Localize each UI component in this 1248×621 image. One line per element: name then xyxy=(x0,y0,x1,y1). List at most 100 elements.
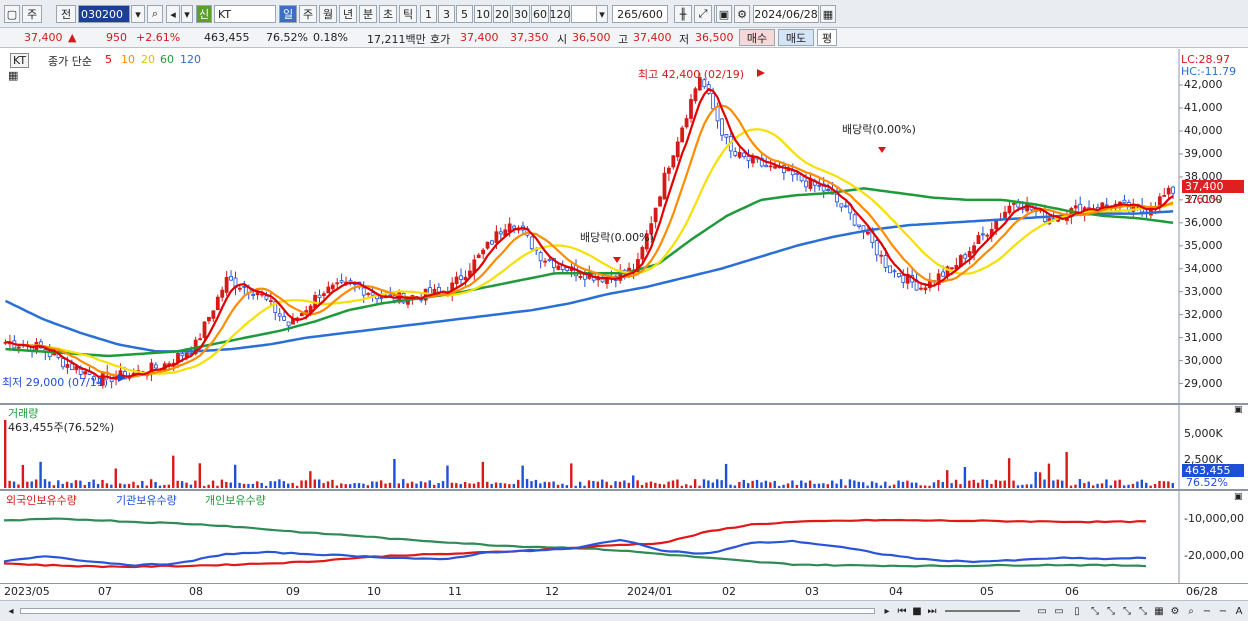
tab-tick[interactable]: 틱 xyxy=(399,5,417,23)
x-tick-label: 02 xyxy=(722,585,736,598)
legend-table-icon[interactable]: ▦ xyxy=(8,69,19,82)
layout-icon-2[interactable]: ▭ xyxy=(1054,605,1064,617)
dividend-annotation-1: 배당락(0.00%) xyxy=(842,123,916,136)
volume-bar xyxy=(1167,481,1170,488)
chart-type-icon[interactable]: ╫ xyxy=(674,5,692,23)
volume-panel-close-icon[interactable]: ▣ xyxy=(1234,405,1243,415)
interval-5[interactable]: 5 xyxy=(456,5,473,23)
speaker-icon[interactable]: ◂ xyxy=(166,5,180,23)
volume-bar xyxy=(291,482,294,488)
speaker-dropdown-icon[interactable]: ▾ xyxy=(181,5,193,23)
calendar-icon[interactable]: ▦ xyxy=(820,5,836,23)
volume-bar xyxy=(782,484,785,488)
interval-3[interactable]: 3 xyxy=(438,5,455,23)
trend-icon-4[interactable]: ⤡ xyxy=(1139,605,1147,617)
window-icon[interactable]: ▢ xyxy=(4,5,20,23)
period-select[interactable]: 주 xyxy=(22,5,42,23)
draw-tool-icon[interactable]: ⤢ xyxy=(694,5,712,23)
stop-icon[interactable]: ■ xyxy=(912,605,922,617)
ask-price: 37,400 xyxy=(460,31,499,44)
count-input[interactable]: 265/600 xyxy=(612,5,668,23)
search-icon[interactable]: ⌕ xyxy=(147,5,163,23)
candle-body xyxy=(582,274,587,280)
zoom-slider[interactable] xyxy=(945,610,1020,612)
gear-icon[interactable]: ⚙ xyxy=(734,5,750,23)
interval-20[interactable]: 20 xyxy=(493,5,511,23)
candle-body xyxy=(821,183,826,192)
volume-bar xyxy=(707,480,710,488)
volume-bar xyxy=(220,479,224,488)
volume-bar xyxy=(835,483,838,488)
panel-divider-1[interactable] xyxy=(0,403,1248,405)
legend-code[interactable]: KT xyxy=(10,53,30,68)
holding-panel-close-icon[interactable]: ▣ xyxy=(1234,492,1243,502)
interval-1[interactable]: 1 xyxy=(420,5,437,23)
volume-bar xyxy=(1149,485,1152,488)
volume-bar xyxy=(733,485,737,488)
date-input[interactable]: 2024/06/28 xyxy=(753,5,819,23)
volume-bar xyxy=(915,482,918,488)
trend-icon-1[interactable]: ⤡ xyxy=(1091,605,1099,617)
avg-button[interactable]: 평 xyxy=(817,29,837,46)
zoom-reset-icon[interactable]: − xyxy=(1218,605,1228,617)
tab-year[interactable]: 년 xyxy=(339,5,357,23)
volume-bar xyxy=(340,483,343,488)
volume-bar xyxy=(773,480,776,488)
candle-body xyxy=(65,364,70,368)
candle-body xyxy=(255,292,260,296)
layout-icon-1[interactable]: ▭ xyxy=(1037,605,1047,617)
zoom-out-icon[interactable]: − xyxy=(1202,605,1212,617)
scrollbar-track[interactable] xyxy=(20,608,875,614)
volume-bar xyxy=(450,482,454,488)
settings-icon[interactable]: ⚙ xyxy=(1170,605,1180,617)
turnover-rate: 0.18% xyxy=(313,31,348,44)
prev-button[interactable]: 전 xyxy=(56,5,76,23)
candle-body xyxy=(1122,199,1127,203)
buy-button[interactable]: 매수 xyxy=(739,29,775,46)
ma60-line xyxy=(5,187,1174,358)
volume-bar xyxy=(357,483,361,488)
save-icon[interactable]: ▣ xyxy=(716,5,732,23)
candle-body xyxy=(481,249,486,255)
tab-week[interactable]: 주 xyxy=(299,5,317,23)
ma120-line xyxy=(4,210,1174,353)
code-dropdown-icon[interactable]: ▾ xyxy=(131,5,145,23)
volume-bar xyxy=(517,479,520,488)
first-icon[interactable]: ⏮ xyxy=(897,605,907,617)
layout-icon-3[interactable]: ▯ xyxy=(1074,605,1080,617)
volume-bar xyxy=(149,479,153,488)
holding-chart[interactable] xyxy=(0,491,1248,583)
stock-code-input[interactable]: 030200 xyxy=(78,5,130,23)
tab-month[interactable]: 월 xyxy=(319,5,337,23)
volume-bar xyxy=(565,485,569,488)
price-tick: 42,000 xyxy=(1184,78,1223,92)
interval-60[interactable]: 60 xyxy=(531,5,549,23)
interval-120[interactable]: 120 xyxy=(550,5,571,23)
tab-day[interactable]: 일 xyxy=(279,5,297,23)
sell-button[interactable]: 매도 xyxy=(778,29,814,46)
interval-30[interactable]: 30 xyxy=(512,5,530,23)
tab-minute[interactable]: 분 xyxy=(359,5,377,23)
volume-bar xyxy=(455,483,458,488)
price-chart[interactable] xyxy=(0,49,1248,404)
candle-body xyxy=(804,180,808,188)
last-icon[interactable]: ⏭ xyxy=(927,605,937,617)
tab-second[interactable]: 초 xyxy=(379,5,397,23)
panel-divider-2[interactable] xyxy=(0,489,1248,491)
volume-bar xyxy=(1003,480,1006,488)
interval-dropdown-icon[interactable]: ▾ xyxy=(596,5,608,23)
font-size-icon[interactable]: A xyxy=(1235,605,1243,617)
candle-body xyxy=(689,99,693,119)
trend-icon-3[interactable]: ⤡ xyxy=(1123,605,1131,617)
scroll-right-icon[interactable]: ▸ xyxy=(884,605,890,617)
scroll-left-icon[interactable]: ◂ xyxy=(8,605,14,617)
zoom-icon[interactable]: ⌕ xyxy=(1188,605,1194,617)
volume-chart[interactable] xyxy=(0,405,1248,489)
volume-bar xyxy=(963,466,967,488)
candle-body xyxy=(202,321,207,339)
grid-icon[interactable]: ▦ xyxy=(1154,605,1164,617)
interval-10[interactable]: 10 xyxy=(474,5,492,23)
candle-body xyxy=(463,276,468,281)
trend-icon-2[interactable]: ⤡ xyxy=(1107,605,1115,617)
volume-bar xyxy=(1153,484,1157,488)
